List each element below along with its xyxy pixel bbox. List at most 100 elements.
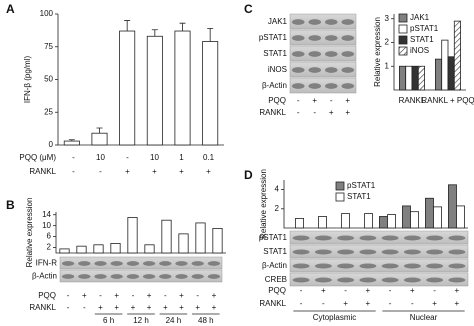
condition-name: RANKL: [259, 108, 286, 117]
bar: [119, 30, 136, 146]
blot-band: [94, 274, 107, 279]
timepoint: 6 h: [103, 316, 114, 325]
timepoint: 12 h: [133, 316, 149, 325]
timepoint: 48 h: [198, 316, 214, 325]
condition-value: -: [67, 291, 70, 300]
y-tick-label: 14: [42, 210, 51, 219]
bar: [434, 58, 443, 91]
bar: [195, 222, 206, 254]
condition-value: +: [147, 291, 152, 300]
blot-band: [291, 19, 305, 25]
blot-band: [110, 274, 123, 279]
blot-band: [292, 235, 310, 241]
blot: [289, 258, 469, 273]
condition-value: +: [152, 167, 157, 176]
blot-band: [314, 263, 332, 269]
condition-value: -: [330, 96, 333, 105]
error-bar: [207, 28, 214, 42]
blot-label: CREB: [265, 275, 287, 284]
blot: [289, 13, 357, 30]
blot-band: [291, 51, 305, 57]
blot-band: [142, 274, 156, 279]
condition-value: +: [98, 303, 103, 312]
blot-band: [314, 249, 332, 255]
y-tick-label: 50: [44, 75, 53, 84]
condition-value: -: [99, 167, 102, 176]
bar: [76, 245, 87, 254]
blot-band: [341, 35, 355, 41]
condition-value: +: [343, 299, 348, 308]
blot-band: [403, 249, 421, 255]
condition-value: +: [455, 299, 460, 308]
condition-value: 10: [96, 153, 105, 162]
bar: [447, 56, 455, 91]
condition-value: +: [179, 303, 184, 312]
condition-value: -: [300, 299, 303, 308]
blot-band: [78, 261, 91, 266]
x-tick-label: RANKL: [399, 96, 426, 105]
condition-value: +: [312, 96, 317, 105]
blot-band: [381, 249, 399, 255]
bar: [341, 213, 350, 229]
condition-value: +: [345, 96, 350, 105]
blot-band: [291, 83, 305, 89]
legend-label: JAK1: [410, 13, 430, 22]
condition-value: +: [366, 299, 371, 308]
blot-band: [324, 83, 338, 89]
bar: [174, 30, 191, 146]
blot-band: [314, 235, 332, 241]
condition-value: -: [83, 303, 86, 312]
blot-band: [159, 261, 172, 266]
panel-label: B: [6, 198, 15, 212]
blot-label: IFN-R: [36, 259, 58, 268]
legend-swatch: [398, 35, 408, 45]
blot-band: [94, 261, 107, 266]
bar: [144, 244, 155, 254]
blot-band: [191, 261, 204, 266]
blot-band: [292, 277, 310, 283]
timepoint: 24 h: [166, 316, 182, 325]
blot-band: [341, 19, 355, 25]
bar: [433, 206, 442, 229]
blot-band: [308, 35, 322, 41]
bar: [425, 197, 434, 229]
group-label: Nuclear: [410, 313, 438, 322]
bar: [448, 184, 457, 229]
condition-name: PQQ (μM): [19, 153, 56, 162]
y-tick-label: 1: [385, 61, 390, 70]
bar: [295, 217, 304, 229]
blot-band: [142, 261, 156, 266]
error-bar: [179, 22, 186, 32]
blot-band: [337, 277, 355, 283]
blot-band: [292, 263, 310, 269]
blot-label: JAK1: [268, 17, 288, 26]
condition-value: -: [297, 96, 300, 105]
y-tick-label: 2: [385, 38, 390, 47]
blot-band: [426, 235, 444, 241]
y-tick-label: 100: [40, 9, 54, 18]
blot-band: [308, 51, 322, 57]
bar: [63, 140, 80, 146]
legend-label: STAT1: [347, 192, 371, 201]
blot-band: [207, 261, 221, 266]
condition-value: -: [322, 299, 325, 308]
blot-band: [359, 263, 377, 269]
condition-value: -: [300, 286, 303, 295]
blot-band: [341, 67, 355, 73]
y-tick-label: 4: [275, 185, 280, 194]
blot-band: [403, 235, 421, 241]
condition-value: +: [432, 299, 437, 308]
blot-band: [207, 274, 221, 279]
blot-band: [159, 274, 172, 279]
y-axis-label: Relative expression: [259, 169, 268, 239]
condition-value: +: [455, 286, 460, 295]
condition-value: 0.1: [203, 153, 215, 162]
blot: [289, 29, 357, 46]
blot-band: [110, 261, 123, 266]
blot-band: [448, 235, 466, 241]
blot-band: [61, 261, 75, 266]
blot-band: [426, 263, 444, 269]
condition-name: PQQ: [38, 291, 56, 300]
bar: [411, 65, 419, 91]
y-tick-label: 2: [275, 204, 280, 213]
